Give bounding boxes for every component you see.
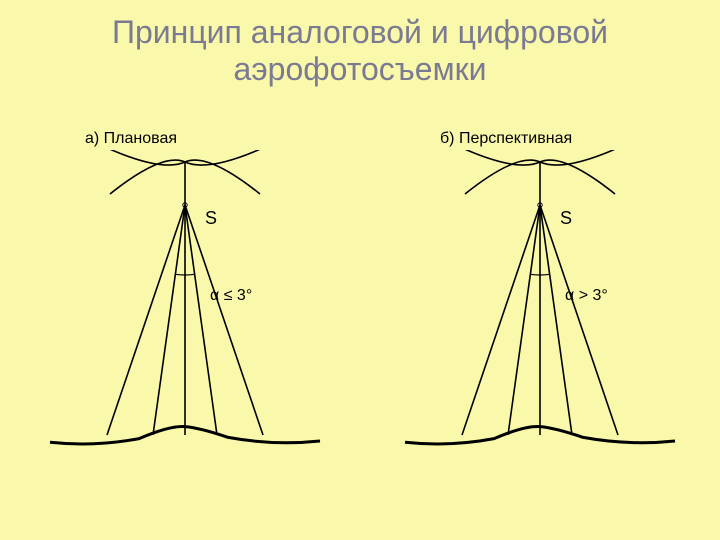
- figure-diagram: [30, 150, 330, 470]
- figure-label: б) Перспективная: [440, 130, 572, 148]
- figure-label: а) Плановая: [85, 130, 177, 148]
- slide-title: Принцип аналоговой и цифровой аэрофотосъ…: [0, 14, 720, 88]
- slide: Принцип аналоговой и цифровой аэрофотосъ…: [0, 0, 720, 540]
- figure-diagram: [385, 150, 685, 470]
